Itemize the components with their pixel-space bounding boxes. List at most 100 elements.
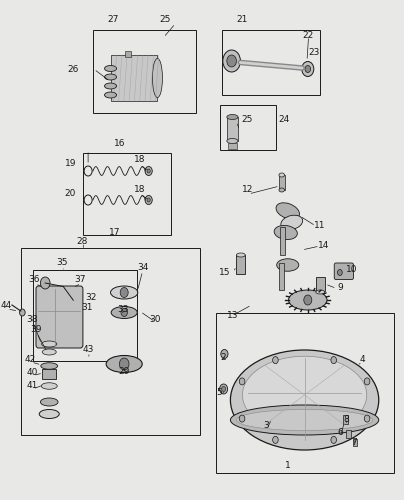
Ellipse shape — [105, 74, 117, 80]
Text: 14: 14 — [318, 240, 330, 250]
Text: 10: 10 — [346, 266, 358, 274]
Circle shape — [273, 356, 278, 364]
Text: 21: 21 — [236, 16, 247, 24]
Bar — [227, 143, 237, 149]
Ellipse shape — [279, 188, 284, 192]
Circle shape — [239, 378, 245, 385]
Text: 43: 43 — [82, 344, 94, 354]
Text: 18: 18 — [134, 154, 145, 164]
Text: 25: 25 — [241, 114, 252, 124]
Text: 40: 40 — [26, 368, 38, 377]
Text: 9: 9 — [337, 283, 343, 292]
Bar — [222, 30, 320, 95]
Bar — [346, 430, 351, 438]
Text: 20: 20 — [65, 190, 76, 198]
Bar — [353, 439, 357, 446]
Ellipse shape — [274, 226, 297, 239]
Ellipse shape — [227, 114, 238, 119]
Circle shape — [331, 436, 337, 444]
Text: 4: 4 — [359, 356, 365, 364]
Text: 13: 13 — [227, 312, 238, 320]
Text: 39: 39 — [30, 326, 42, 334]
Bar — [343, 415, 348, 424]
Text: 17: 17 — [109, 228, 120, 237]
Circle shape — [305, 66, 311, 72]
Circle shape — [337, 270, 342, 276]
Text: 44: 44 — [1, 302, 12, 310]
Bar — [280, 228, 285, 255]
Text: 11: 11 — [314, 220, 326, 230]
Bar — [42, 369, 56, 379]
Text: 38: 38 — [26, 314, 38, 324]
Ellipse shape — [242, 356, 367, 434]
Circle shape — [302, 62, 314, 76]
Text: 6: 6 — [337, 428, 343, 437]
Text: 31: 31 — [82, 303, 93, 312]
Text: 22: 22 — [302, 30, 314, 40]
FancyBboxPatch shape — [36, 286, 83, 348]
Ellipse shape — [230, 350, 379, 450]
Circle shape — [364, 378, 370, 385]
Ellipse shape — [288, 290, 327, 310]
Ellipse shape — [152, 58, 162, 98]
Circle shape — [145, 166, 152, 175]
Ellipse shape — [42, 341, 57, 347]
Text: 1: 1 — [285, 462, 290, 470]
Circle shape — [121, 308, 127, 316]
Text: 29: 29 — [118, 366, 130, 376]
Circle shape — [304, 295, 312, 305]
Text: 33: 33 — [117, 304, 128, 314]
Text: 26: 26 — [67, 64, 79, 74]
Bar — [125, 51, 131, 57]
Circle shape — [223, 50, 240, 72]
Bar — [33, 270, 137, 361]
Ellipse shape — [236, 410, 373, 430]
Ellipse shape — [279, 173, 284, 177]
Circle shape — [40, 277, 50, 289]
Bar — [216, 312, 394, 472]
Text: 37: 37 — [74, 276, 86, 284]
FancyBboxPatch shape — [334, 263, 354, 280]
Circle shape — [19, 309, 25, 316]
Ellipse shape — [105, 83, 117, 89]
Bar — [21, 248, 200, 435]
Text: 28: 28 — [77, 236, 88, 246]
Bar — [279, 262, 284, 290]
Circle shape — [145, 196, 152, 204]
Circle shape — [147, 169, 150, 173]
Ellipse shape — [277, 259, 299, 271]
Text: 16: 16 — [114, 140, 125, 148]
Circle shape — [220, 384, 227, 394]
Bar — [316, 277, 325, 291]
Ellipse shape — [111, 286, 138, 299]
Ellipse shape — [281, 215, 303, 230]
Circle shape — [147, 198, 150, 202]
Ellipse shape — [316, 290, 325, 294]
Text: 5: 5 — [217, 388, 223, 397]
Text: 32: 32 — [85, 293, 96, 302]
Ellipse shape — [39, 410, 59, 418]
Text: 18: 18 — [134, 184, 145, 194]
Text: 19: 19 — [65, 160, 76, 168]
Text: 12: 12 — [242, 186, 253, 194]
Text: 2: 2 — [220, 353, 225, 362]
Ellipse shape — [236, 253, 245, 257]
Ellipse shape — [106, 356, 142, 372]
Text: 23: 23 — [308, 48, 320, 57]
Ellipse shape — [41, 383, 57, 389]
Circle shape — [239, 415, 245, 422]
Circle shape — [273, 436, 278, 444]
Ellipse shape — [42, 349, 56, 355]
Text: 30: 30 — [150, 314, 161, 324]
Text: 36: 36 — [29, 276, 40, 284]
Text: 24: 24 — [278, 114, 289, 124]
Bar — [279, 175, 284, 190]
Circle shape — [120, 288, 128, 298]
Circle shape — [227, 55, 236, 67]
Bar — [112, 55, 158, 101]
Circle shape — [364, 415, 370, 422]
Text: 8: 8 — [343, 416, 349, 424]
Text: 25: 25 — [160, 16, 171, 24]
Text: 15: 15 — [219, 268, 230, 277]
Text: 27: 27 — [108, 16, 119, 24]
